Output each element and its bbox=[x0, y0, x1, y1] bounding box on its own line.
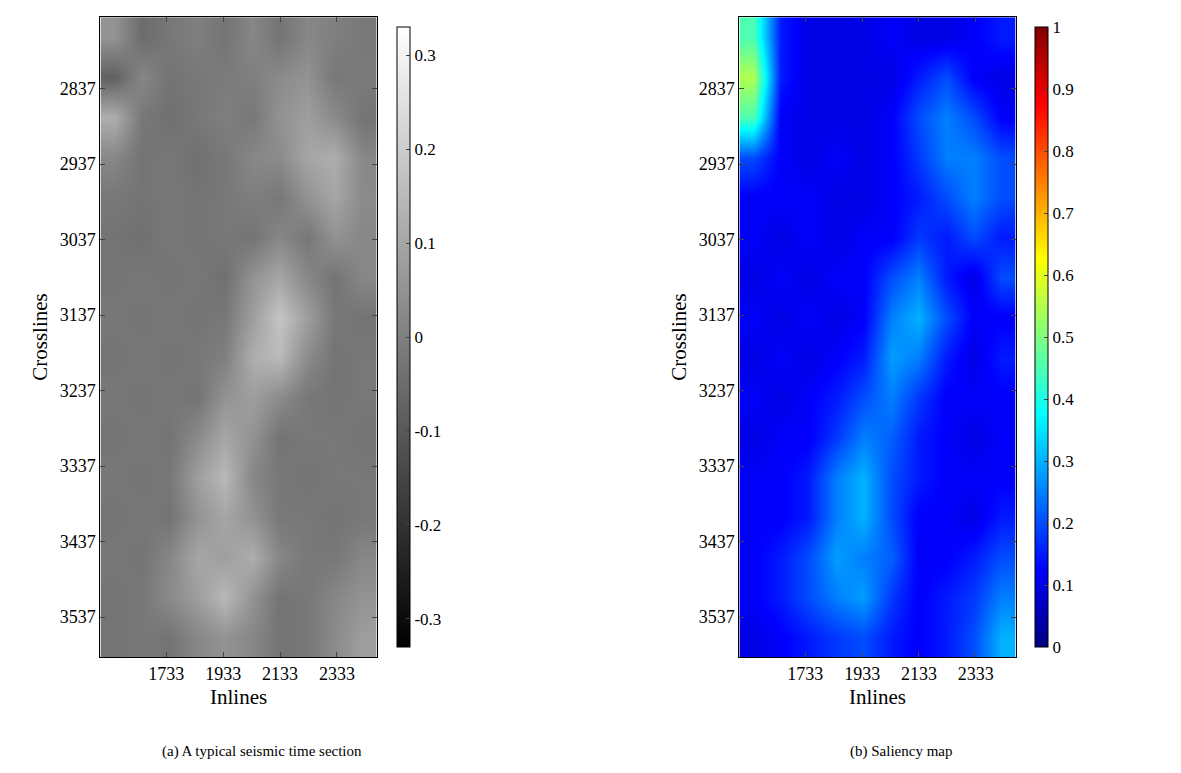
svg-text:(a) A typical seismic time sec: (a) A typical seismic time section bbox=[162, 743, 362, 760]
svg-text:3037: 3037 bbox=[60, 230, 96, 250]
svg-text:3337: 3337 bbox=[60, 456, 96, 476]
svg-text:3237: 3237 bbox=[699, 381, 735, 401]
svg-text:1733: 1733 bbox=[787, 664, 823, 684]
svg-text:0.3: 0.3 bbox=[1052, 452, 1073, 471]
svg-text:1733: 1733 bbox=[148, 664, 184, 684]
svg-text:3537: 3537 bbox=[699, 607, 735, 627]
svg-text:2333: 2333 bbox=[958, 664, 994, 684]
svg-text:0: 0 bbox=[414, 328, 423, 347]
svg-text:2133: 2133 bbox=[262, 664, 298, 684]
svg-text:-0.1: -0.1 bbox=[414, 422, 441, 441]
svg-text:0.1: 0.1 bbox=[1052, 576, 1073, 595]
svg-text:1: 1 bbox=[1052, 18, 1061, 37]
svg-text:0.9: 0.9 bbox=[1052, 80, 1073, 99]
svg-text:Crosslines: Crosslines bbox=[667, 293, 691, 381]
svg-text:Crosslines: Crosslines bbox=[28, 293, 52, 381]
svg-text:3137: 3137 bbox=[699, 305, 735, 325]
svg-text:0.5: 0.5 bbox=[1052, 328, 1073, 347]
svg-text:3137: 3137 bbox=[60, 305, 96, 325]
svg-text:2837: 2837 bbox=[699, 79, 735, 99]
svg-text:0.2: 0.2 bbox=[1052, 514, 1073, 533]
svg-text:2837: 2837 bbox=[60, 79, 96, 99]
svg-text:1933: 1933 bbox=[205, 664, 241, 684]
svg-text:Inlines: Inlines bbox=[849, 685, 906, 709]
svg-text:3337: 3337 bbox=[699, 456, 735, 476]
svg-text:2133: 2133 bbox=[901, 664, 937, 684]
svg-text:3237: 3237 bbox=[60, 381, 96, 401]
svg-text:1933: 1933 bbox=[844, 664, 880, 684]
svg-text:3437: 3437 bbox=[699, 532, 735, 552]
svg-text:0.6: 0.6 bbox=[1052, 266, 1073, 285]
svg-text:2937: 2937 bbox=[699, 154, 735, 174]
svg-text:0.8: 0.8 bbox=[1052, 142, 1073, 161]
svg-text:0.3: 0.3 bbox=[414, 46, 435, 65]
svg-text:-0.2: -0.2 bbox=[414, 516, 441, 535]
svg-text:0.2: 0.2 bbox=[414, 140, 435, 159]
svg-text:0.1: 0.1 bbox=[414, 234, 435, 253]
svg-text:2333: 2333 bbox=[319, 664, 355, 684]
svg-text:3437: 3437 bbox=[60, 532, 96, 552]
svg-text:0.7: 0.7 bbox=[1052, 204, 1074, 223]
svg-text:2937: 2937 bbox=[60, 154, 96, 174]
svg-text:-0.3: -0.3 bbox=[414, 610, 441, 629]
svg-text:3537: 3537 bbox=[60, 607, 96, 627]
svg-text:3037: 3037 bbox=[699, 230, 735, 250]
svg-text:(b) Saliency map: (b) Saliency map bbox=[850, 743, 952, 760]
svg-text:0: 0 bbox=[1052, 638, 1061, 657]
svg-text:0.4: 0.4 bbox=[1052, 390, 1074, 409]
svg-text:Inlines: Inlines bbox=[210, 685, 267, 709]
